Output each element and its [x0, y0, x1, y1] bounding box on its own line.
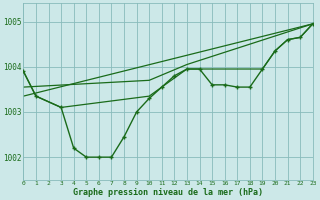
X-axis label: Graphe pression niveau de la mer (hPa): Graphe pression niveau de la mer (hPa)	[73, 188, 263, 197]
